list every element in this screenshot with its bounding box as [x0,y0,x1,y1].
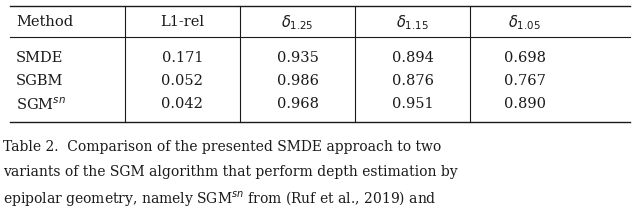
Text: variants of the SGM algorithm that perform depth estimation by: variants of the SGM algorithm that perfo… [3,165,458,179]
Text: $\delta_{1.05}$: $\delta_{1.05}$ [508,13,541,31]
Text: 0.951: 0.951 [392,97,434,111]
Text: 0.052: 0.052 [161,74,204,88]
Text: 0.767: 0.767 [504,74,546,88]
Text: SMDE: SMDE [16,51,63,65]
Text: 0.894: 0.894 [392,51,434,65]
Text: $\delta_{1.15}$: $\delta_{1.15}$ [396,13,429,31]
Text: 0.042: 0.042 [161,97,204,111]
Text: 0.890: 0.890 [504,97,546,111]
Text: $\delta_{1.25}$: $\delta_{1.25}$ [282,13,314,31]
Text: SGBM: SGBM [16,74,63,88]
Text: 0.171: 0.171 [162,51,203,65]
Text: L1-rel: L1-rel [161,15,204,29]
Text: Method: Method [16,15,73,29]
Text: 0.986: 0.986 [276,74,319,88]
Text: 0.935: 0.935 [276,51,319,65]
Text: epipolar geometry, namely SGM$^{sn}$ from (Ruf et al., 2019) and: epipolar geometry, namely SGM$^{sn}$ fro… [3,189,436,208]
Text: 0.968: 0.968 [276,97,319,111]
Text: Table 2.  Comparison of the presented SMDE approach to two: Table 2. Comparison of the presented SMD… [3,140,442,154]
Text: SGM$^{sn}$: SGM$^{sn}$ [16,96,66,113]
Text: 0.698: 0.698 [504,51,546,65]
Text: 0.876: 0.876 [392,74,434,88]
